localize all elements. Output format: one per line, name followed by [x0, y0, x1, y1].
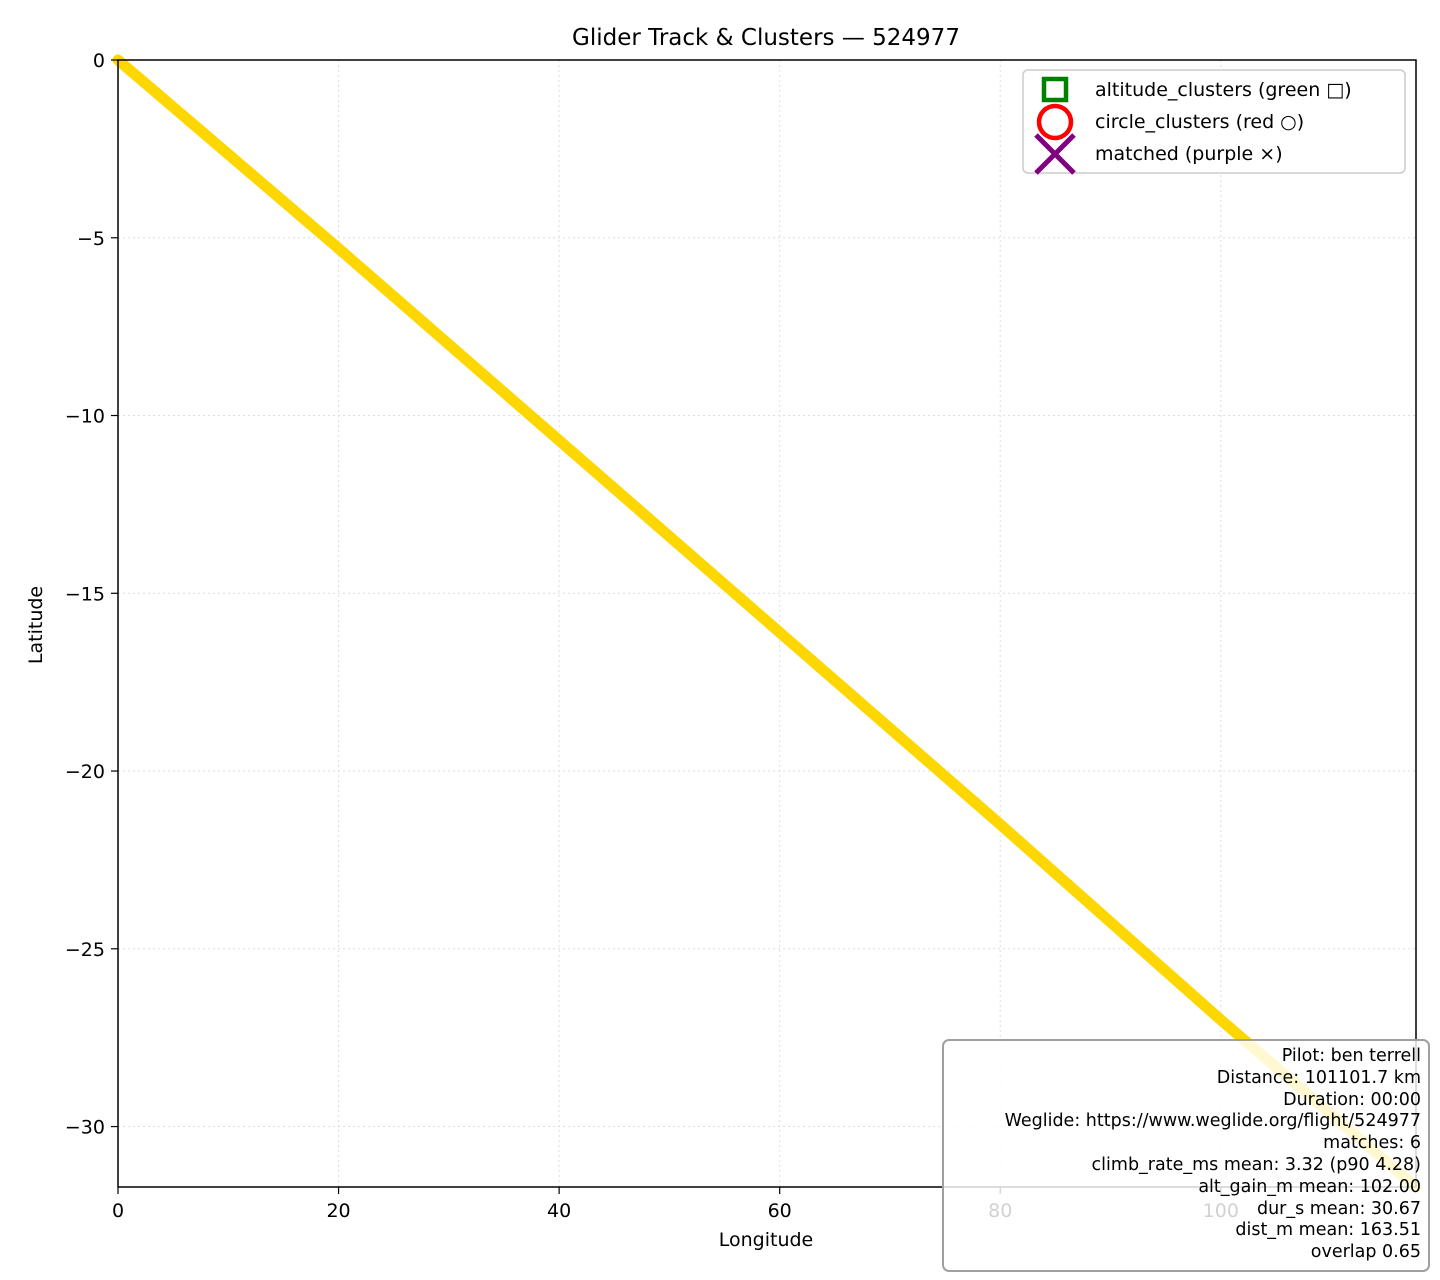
y-tick-label: −30 — [65, 1117, 105, 1139]
y-tick-label: −25 — [65, 939, 105, 961]
y-tick-label: −5 — [77, 228, 105, 250]
legend-x-marker — [1034, 133, 1076, 175]
y-axis: 0 −5 −10 −15 −20 −25 −30 — [65, 50, 118, 1139]
y-tick-label: −20 — [65, 761, 105, 783]
legend-frame — [1022, 69, 1406, 174]
legend: altitude_clusters (green □) circle_clust… — [1022, 69, 1406, 175]
y-tick-label: 0 — [93, 50, 105, 72]
legend-label-altitude-clusters: altitude_clusters (green □) — [1095, 79, 1352, 101]
x-tick-label: 40 — [547, 1200, 571, 1222]
info-matches: matches: 6 — [1323, 1133, 1421, 1154]
legend-square-marker — [1041, 76, 1069, 103]
info-distance-mean: dist_m mean: 163.51 — [1235, 1220, 1421, 1241]
x-tick-label: 60 — [768, 1200, 792, 1222]
info-distance: Distance: 101101.7 km — [1216, 1067, 1421, 1088]
y-tick-label: −15 — [65, 583, 105, 605]
x-tick-label: 0 — [112, 1200, 124, 1222]
x-tick-label: 20 — [326, 1200, 350, 1222]
info-weglide-link: Weglide: https://www.weglide.org/flight/… — [1004, 1111, 1421, 1132]
y-axis-label: Latitude — [25, 586, 47, 664]
legend-circle-marker — [1036, 103, 1074, 141]
info-duration-mean: dur_s mean: 30.67 — [1256, 1198, 1421, 1219]
flight-info-box: Pilot: ben terrell Distance: 101101.7 km… — [942, 1039, 1430, 1272]
track-line — [112, 54, 1422, 1193]
info-pilot: Pilot: ben terrell — [1281, 1046, 1421, 1066]
chart-title: Glider Track & Clusters — 524977 — [572, 25, 960, 51]
legend-label-matched: matched (purple ×) — [1095, 143, 1283, 165]
info-climb-rate: climb_rate_ms mean: 3.32 (p90 4.28) — [1091, 1154, 1421, 1175]
legend-label-circle-clusters: circle_clusters (red ○) — [1095, 111, 1304, 133]
plot-frame — [117, 59, 1417, 1188]
x-axis-label: Longitude — [719, 1229, 814, 1251]
info-alt-gain: alt_gain_m mean: 102.00 — [1198, 1176, 1421, 1197]
y-tick-label: −10 — [65, 406, 105, 428]
info-overlap: overlap 0.65 — [1310, 1242, 1421, 1263]
info-duration: Duration: 00:00 — [1283, 1089, 1421, 1110]
glider-track — [112, 54, 1422, 1193]
